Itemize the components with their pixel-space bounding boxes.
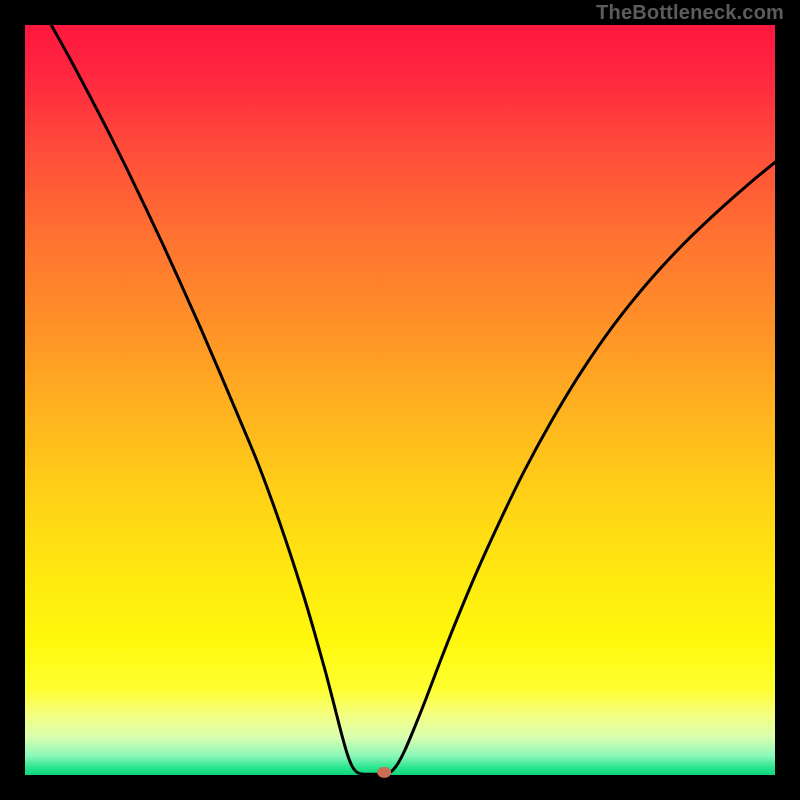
plot-area bbox=[25, 25, 775, 775]
minimum-marker bbox=[377, 767, 391, 778]
watermark-text: TheBottleneck.com bbox=[596, 2, 784, 25]
bottleneck-chart bbox=[0, 0, 800, 800]
